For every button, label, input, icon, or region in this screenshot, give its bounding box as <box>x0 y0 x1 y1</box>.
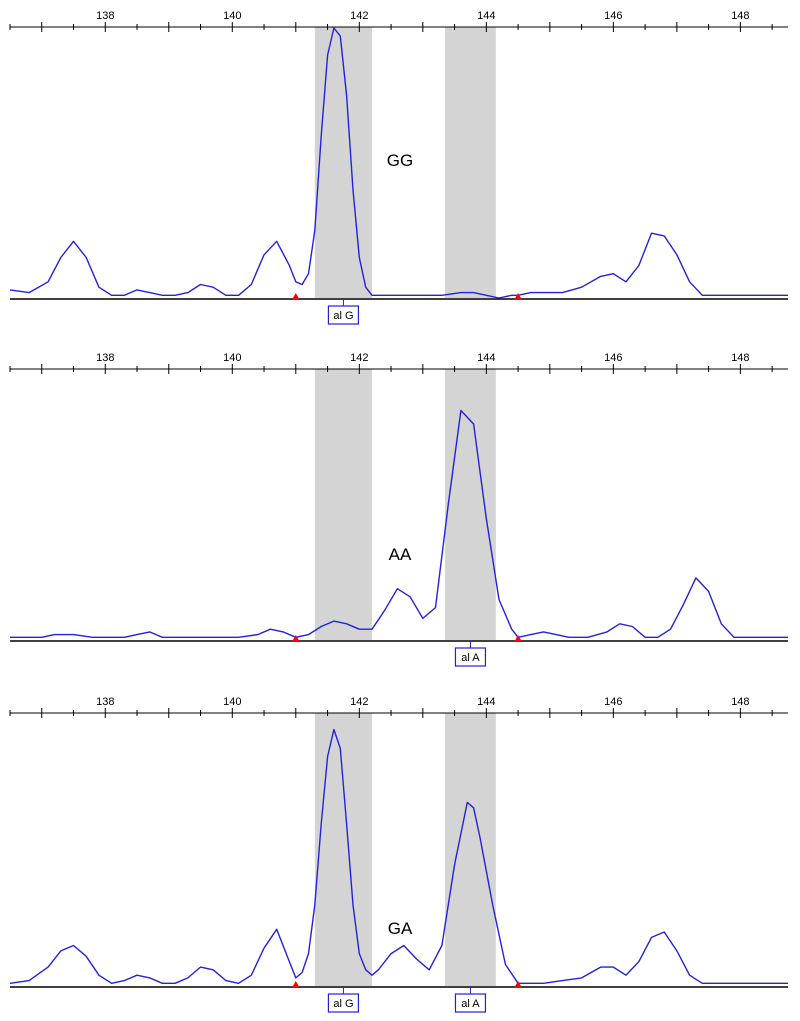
x-tick-label: 146 <box>604 696 622 708</box>
size-marker-icon <box>514 293 523 300</box>
allele-bin <box>314 369 373 640</box>
x-tick-label: 142 <box>350 352 368 364</box>
allele-call-label: al A <box>461 652 480 664</box>
panel-ga: 138 140 142 144 146 148 al G al A GA <box>9 696 788 1013</box>
x-tick-label: 138 <box>96 10 114 22</box>
size-marker-icon <box>291 293 300 300</box>
allele-call-label: al G <box>333 998 353 1010</box>
x-tick-label: 140 <box>223 696 241 708</box>
x-tick-label: 148 <box>731 352 749 364</box>
signal-trace <box>9 27 788 299</box>
x-tick-label: 144 <box>477 10 495 22</box>
signal-trace <box>9 728 788 984</box>
x-tick-label: 148 <box>731 696 749 708</box>
allele-bin <box>445 27 496 298</box>
allele-call-box <box>454 993 487 1013</box>
x-tick-label: 140 <box>223 352 241 364</box>
genotype-label: GA <box>388 919 413 938</box>
allele-bin <box>445 713 496 986</box>
panel-aa: 138 140 142 144 146 148 al A AA <box>9 352 788 667</box>
x-tick-label: 148 <box>731 10 749 22</box>
size-marker-icon <box>514 635 523 642</box>
allele-call-label: al G <box>333 310 353 322</box>
allele-bin <box>314 713 373 986</box>
size-marker-icon <box>514 981 523 988</box>
allele-call-label: al A <box>461 998 480 1010</box>
x-tick-label: 146 <box>604 352 622 364</box>
genotype-label: GG <box>387 151 413 170</box>
x-tick-label: 138 <box>96 696 114 708</box>
allele-call-box <box>454 647 487 667</box>
x-tick-label: 142 <box>350 696 368 708</box>
size-marker-icon <box>291 981 300 988</box>
x-tick-label: 144 <box>477 352 495 364</box>
allele-bin <box>445 369 496 640</box>
x-tick-label: 138 <box>96 352 114 364</box>
size-marker-icon <box>291 635 300 642</box>
genotype-label: AA <box>389 545 412 564</box>
x-tick-label: 140 <box>223 10 241 22</box>
signal-trace <box>10 409 788 638</box>
x-tick-label: 146 <box>604 10 622 22</box>
allele-call-box <box>327 993 360 1013</box>
allele-call-box <box>327 305 360 325</box>
panel-gg: 138 140 142 144 146 148 al G GG <box>9 10 788 325</box>
x-tick-label: 144 <box>477 696 495 708</box>
x-tick-label: 142 <box>350 10 368 22</box>
